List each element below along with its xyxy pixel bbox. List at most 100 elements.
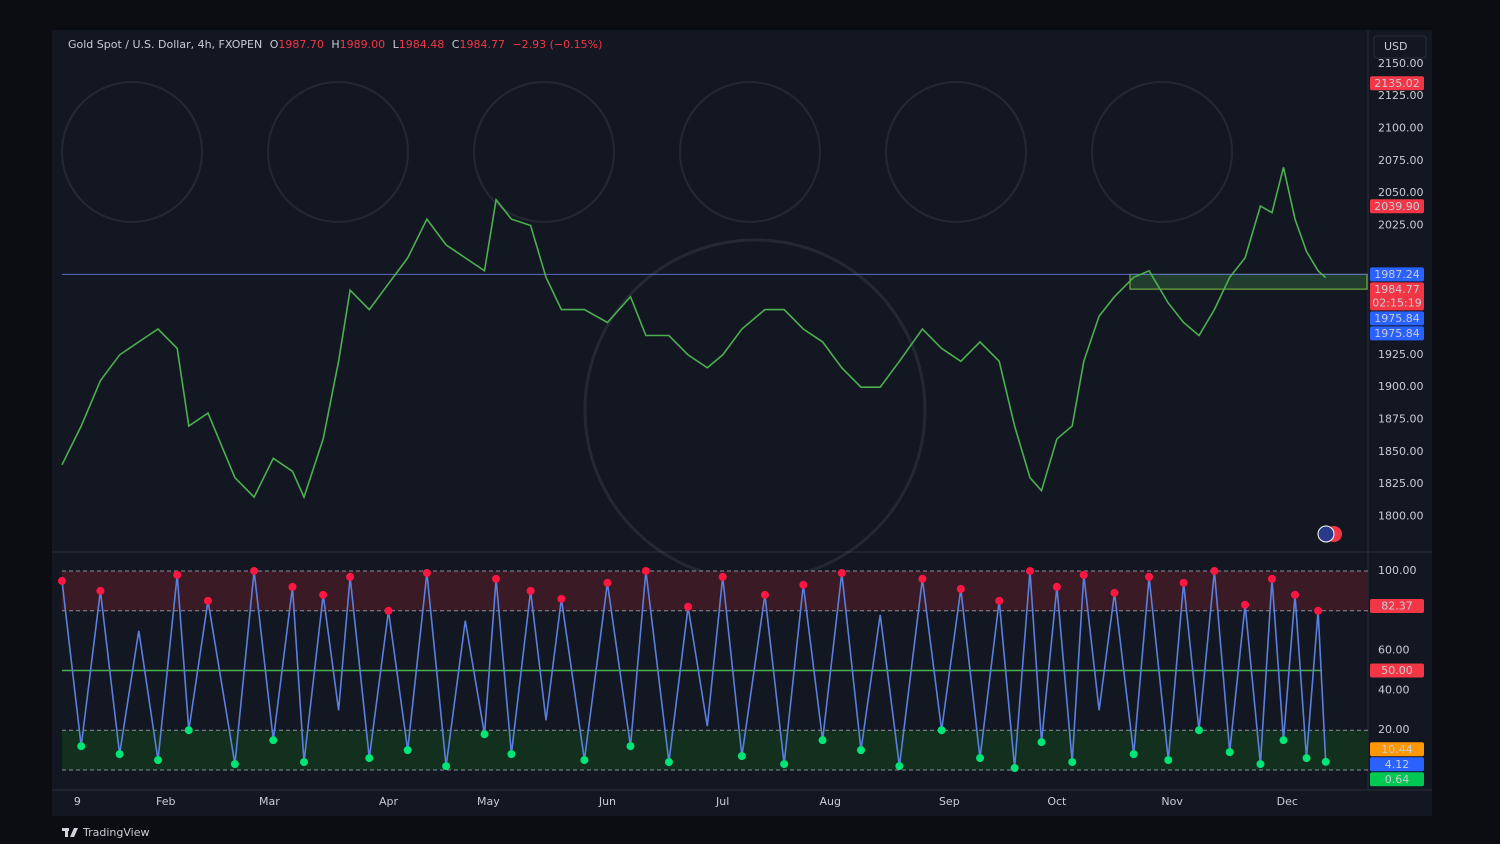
price-tag [1370, 267, 1424, 282]
signal-dot [664, 758, 673, 767]
signal-dot [58, 576, 66, 585]
signal-dot [492, 574, 501, 583]
series-line [61, 570, 1327, 769]
signal-dot [626, 742, 635, 751]
price-tag [1370, 326, 1424, 341]
price-tag [1370, 663, 1424, 678]
signal-dot [1164, 756, 1173, 765]
change: −2.93 (−0.15%) [512, 38, 602, 51]
signal-dot [818, 736, 827, 745]
x-tick-label: Apr [379, 795, 399, 808]
signal-dot [299, 758, 308, 767]
x-tick-label: Dec [1277, 795, 1298, 808]
y-tick-label: 2075.00 [1378, 154, 1424, 167]
signal-dot [580, 756, 589, 765]
y-tick-label: 20.00 [1378, 723, 1410, 736]
ohlc-value: 1987.70 [278, 38, 324, 51]
legend-header: Gold Spot / U.S. Dollar, 4h, FXOPEN O198… [68, 38, 602, 51]
ohlc-key: C [452, 38, 460, 51]
symbol: Gold Spot / U.S. Dollar, 4h, FXOPEN [68, 38, 262, 51]
signal-dot [250, 566, 259, 575]
signal-dot [557, 594, 566, 603]
signal-dot [1291, 590, 1300, 599]
signal-dot [96, 586, 105, 595]
signal-dot [365, 754, 374, 763]
y-tick-label: 1900.00 [1378, 380, 1424, 393]
series-line [61, 167, 1327, 500]
price-tag-label: 50.00 [1381, 664, 1413, 677]
signal-dot [1194, 726, 1203, 735]
price-tag-label: 1975.84 [1374, 312, 1420, 325]
price-tag-label: 1975.84 [1374, 327, 1420, 340]
signal-dot [319, 590, 328, 599]
chart-frame [52, 30, 1432, 816]
y-tick-label: 40.00 [1378, 683, 1410, 696]
price-tag [1370, 599, 1424, 614]
signal-dot [403, 746, 412, 755]
currency-button[interactable] [1373, 35, 1427, 59]
signal-dot [269, 736, 278, 745]
x-tick-label: Feb [156, 795, 175, 808]
signal-dot [77, 742, 86, 751]
signal-dot [1110, 588, 1119, 597]
signal-dot [895, 762, 904, 771]
ohlc-key: O [270, 38, 279, 51]
signal-dot [995, 596, 1004, 605]
signal-dot [1037, 738, 1046, 747]
watermark [61, 81, 1233, 582]
price-tag-label: 2135.02 [1374, 77, 1420, 90]
y-tick-label: 2100.00 [1378, 122, 1424, 135]
signal-dot [684, 602, 693, 611]
x-tick-label: Nov [1161, 795, 1183, 808]
signal-dot [480, 730, 489, 739]
price-tag-label: 2039.90 [1374, 200, 1420, 213]
signal-dot [1025, 566, 1034, 575]
signal-dot [184, 726, 193, 735]
signal-dot [1321, 757, 1330, 766]
price-tag-label: 4.12 [1385, 758, 1410, 771]
signal-dot [1279, 736, 1288, 745]
signal-dot [1225, 748, 1234, 757]
y-tick-label: 1925.00 [1378, 348, 1424, 361]
signal-dot [718, 572, 727, 581]
ohlc-key: H [331, 38, 339, 51]
signal-dot [442, 762, 451, 771]
price-tag-label: 1987.24 [1374, 268, 1420, 281]
x-tick-label: Jun [598, 795, 616, 808]
x-tick-label: Sep [939, 795, 960, 808]
price-tag [1370, 76, 1424, 91]
signal-dot [799, 580, 808, 589]
y-tick-label: 2150.00 [1378, 57, 1424, 70]
signal-dot [1179, 578, 1188, 587]
signal-dot [526, 586, 535, 595]
flag-icon [1317, 525, 1342, 543]
range-box [1129, 273, 1368, 290]
signal-dot [173, 570, 182, 579]
price-tag-label: 10.44 [1381, 743, 1413, 756]
signal-dot [346, 572, 355, 581]
currency-label[interactable]: USD [1384, 40, 1408, 53]
signal-dot [422, 568, 431, 577]
signal-dot [1145, 572, 1154, 581]
y-tick-label: 1800.00 [1378, 510, 1424, 523]
signal-dot [603, 578, 612, 587]
signal-dot [1302, 754, 1311, 763]
brand-name: TradingView [82, 826, 149, 839]
x-tick-label: Mar [259, 795, 280, 808]
ohlc-key: L [393, 38, 400, 51]
signal-dot [230, 760, 239, 769]
signal-dot [856, 746, 865, 755]
price-tag [1370, 311, 1424, 326]
signal-dot [937, 726, 946, 735]
signal-dot [384, 606, 393, 615]
brand-logo [62, 828, 78, 837]
signal-dot [1052, 582, 1061, 591]
plot: 1800.00 1825.00 1850.00 1875.00 1900.00 1925.… [58, 57, 1424, 808]
y-tick-label: 1875.00 [1378, 413, 1424, 426]
signal-dot [1129, 750, 1138, 759]
signal-dot [1314, 606, 1323, 615]
price-tag [1370, 757, 1424, 772]
price-tag [1370, 199, 1424, 214]
